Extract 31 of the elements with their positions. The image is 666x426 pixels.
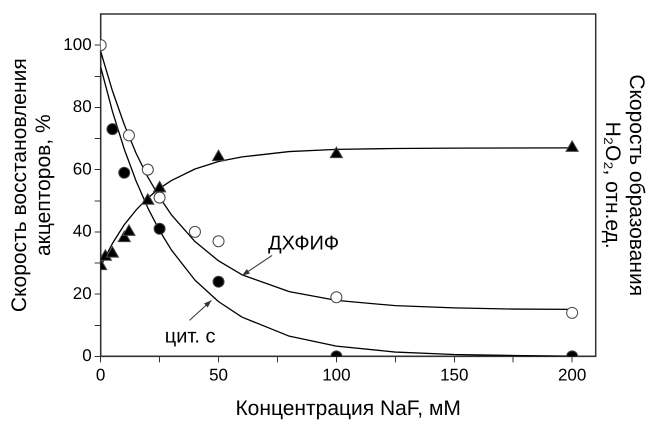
y-tick-label: 0 <box>82 346 92 366</box>
annotation: цит. c <box>164 325 216 348</box>
x-tick-label: 50 <box>209 365 228 384</box>
point <box>106 246 120 258</box>
point <box>188 226 201 238</box>
x-tick-label: 100 <box>322 365 351 384</box>
point <box>154 192 166 204</box>
point <box>566 140 579 152</box>
point <box>141 193 154 205</box>
x-axis-title: Концентрация NaF, мМ <box>235 397 461 420</box>
point <box>212 235 225 248</box>
point <box>142 164 154 176</box>
point <box>212 150 226 162</box>
point <box>122 224 136 236</box>
x-tick-label: 0 <box>96 365 106 384</box>
y-axis-title: Скорость восстановления акцепторов, % <box>8 58 56 312</box>
y-tick-label: 20 <box>72 284 92 303</box>
y-tick-label: 40 <box>72 222 92 241</box>
y-tick-label: 80 <box>72 97 92 116</box>
point <box>154 222 166 235</box>
point <box>153 180 166 192</box>
y2-axis-title: Скорость образования H₂O₂, отн.ед. <box>600 74 648 296</box>
y-tick-label: 100 <box>63 34 92 54</box>
y-tick-label: 60 <box>72 159 92 178</box>
point <box>118 166 130 179</box>
x-tick-label: 150 <box>440 365 468 384</box>
point <box>106 123 118 136</box>
annotation: ДХФИФ <box>268 232 340 254</box>
point <box>330 146 343 158</box>
x-tick-label: 200 <box>558 365 586 384</box>
point <box>122 129 135 142</box>
